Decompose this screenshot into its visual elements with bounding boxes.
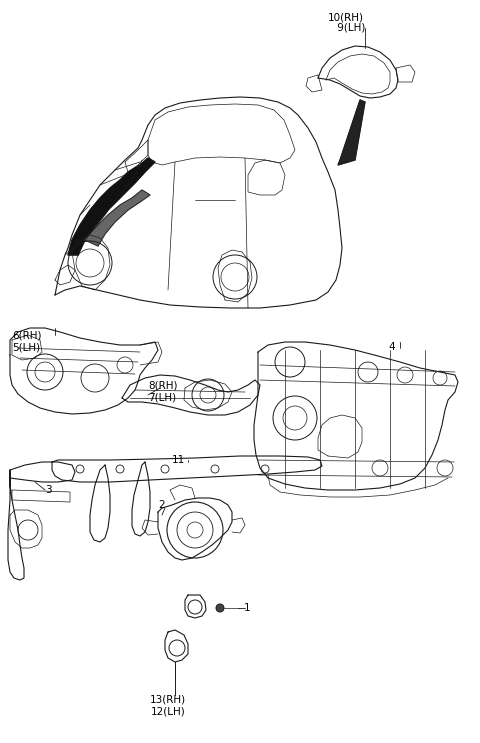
Polygon shape xyxy=(85,190,150,246)
Polygon shape xyxy=(68,158,155,255)
Text: 10(RH): 10(RH) xyxy=(328,12,364,22)
Text: 12(LH): 12(LH) xyxy=(151,707,185,717)
Text: 11: 11 xyxy=(172,455,185,465)
Text: 6(RH): 6(RH) xyxy=(12,330,41,340)
Text: 1: 1 xyxy=(244,603,251,613)
Text: 8(RH): 8(RH) xyxy=(148,380,178,390)
Text: 2: 2 xyxy=(158,500,165,510)
Text: 7(LH): 7(LH) xyxy=(148,392,176,402)
Text: 5(LH): 5(LH) xyxy=(12,342,40,352)
Text: 3: 3 xyxy=(45,485,52,495)
Polygon shape xyxy=(338,100,365,165)
Text: 13(RH): 13(RH) xyxy=(150,695,186,705)
Text: 4: 4 xyxy=(388,342,395,352)
Text: 9(LH): 9(LH) xyxy=(334,22,365,32)
Circle shape xyxy=(216,604,224,612)
